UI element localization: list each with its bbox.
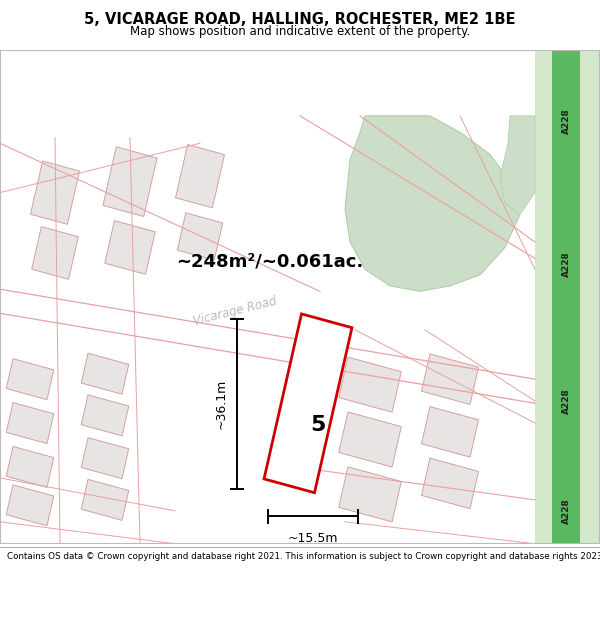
Text: A228: A228 (562, 498, 571, 524)
Polygon shape (500, 116, 535, 214)
Polygon shape (422, 407, 478, 457)
Text: 5: 5 (310, 415, 326, 435)
Polygon shape (103, 147, 157, 216)
Text: A228: A228 (562, 251, 571, 277)
Polygon shape (6, 402, 54, 444)
Text: ~248m²/~0.061ac.: ~248m²/~0.061ac. (176, 253, 364, 271)
Polygon shape (81, 353, 129, 394)
Polygon shape (178, 213, 223, 260)
Text: A228: A228 (562, 388, 571, 414)
Polygon shape (81, 395, 129, 436)
Text: Contains OS data © Crown copyright and database right 2021. This information is : Contains OS data © Crown copyright and d… (7, 552, 600, 561)
Polygon shape (6, 446, 54, 488)
Text: Vicarage Road: Vicarage Road (192, 294, 278, 328)
Polygon shape (105, 221, 155, 274)
Text: A228: A228 (562, 109, 571, 134)
Polygon shape (31, 161, 79, 224)
Bar (535, 50, 600, 544)
Polygon shape (176, 144, 224, 208)
Polygon shape (339, 467, 401, 522)
Polygon shape (422, 458, 478, 509)
Polygon shape (6, 485, 54, 526)
Polygon shape (81, 479, 129, 521)
Polygon shape (81, 438, 129, 479)
Polygon shape (339, 357, 401, 412)
Polygon shape (264, 314, 352, 492)
Text: 5, VICARAGE ROAD, HALLING, ROCHESTER, ME2 1BE: 5, VICARAGE ROAD, HALLING, ROCHESTER, ME… (84, 12, 516, 28)
Text: Map shows position and indicative extent of the property.: Map shows position and indicative extent… (130, 24, 470, 38)
Text: ~36.1m: ~36.1m (215, 379, 228, 429)
Polygon shape (422, 354, 478, 404)
Polygon shape (345, 116, 520, 291)
Text: ~15.5m: ~15.5m (288, 532, 338, 544)
Polygon shape (32, 227, 78, 279)
Bar (552, 50, 580, 544)
Polygon shape (6, 359, 54, 399)
Polygon shape (339, 412, 401, 467)
